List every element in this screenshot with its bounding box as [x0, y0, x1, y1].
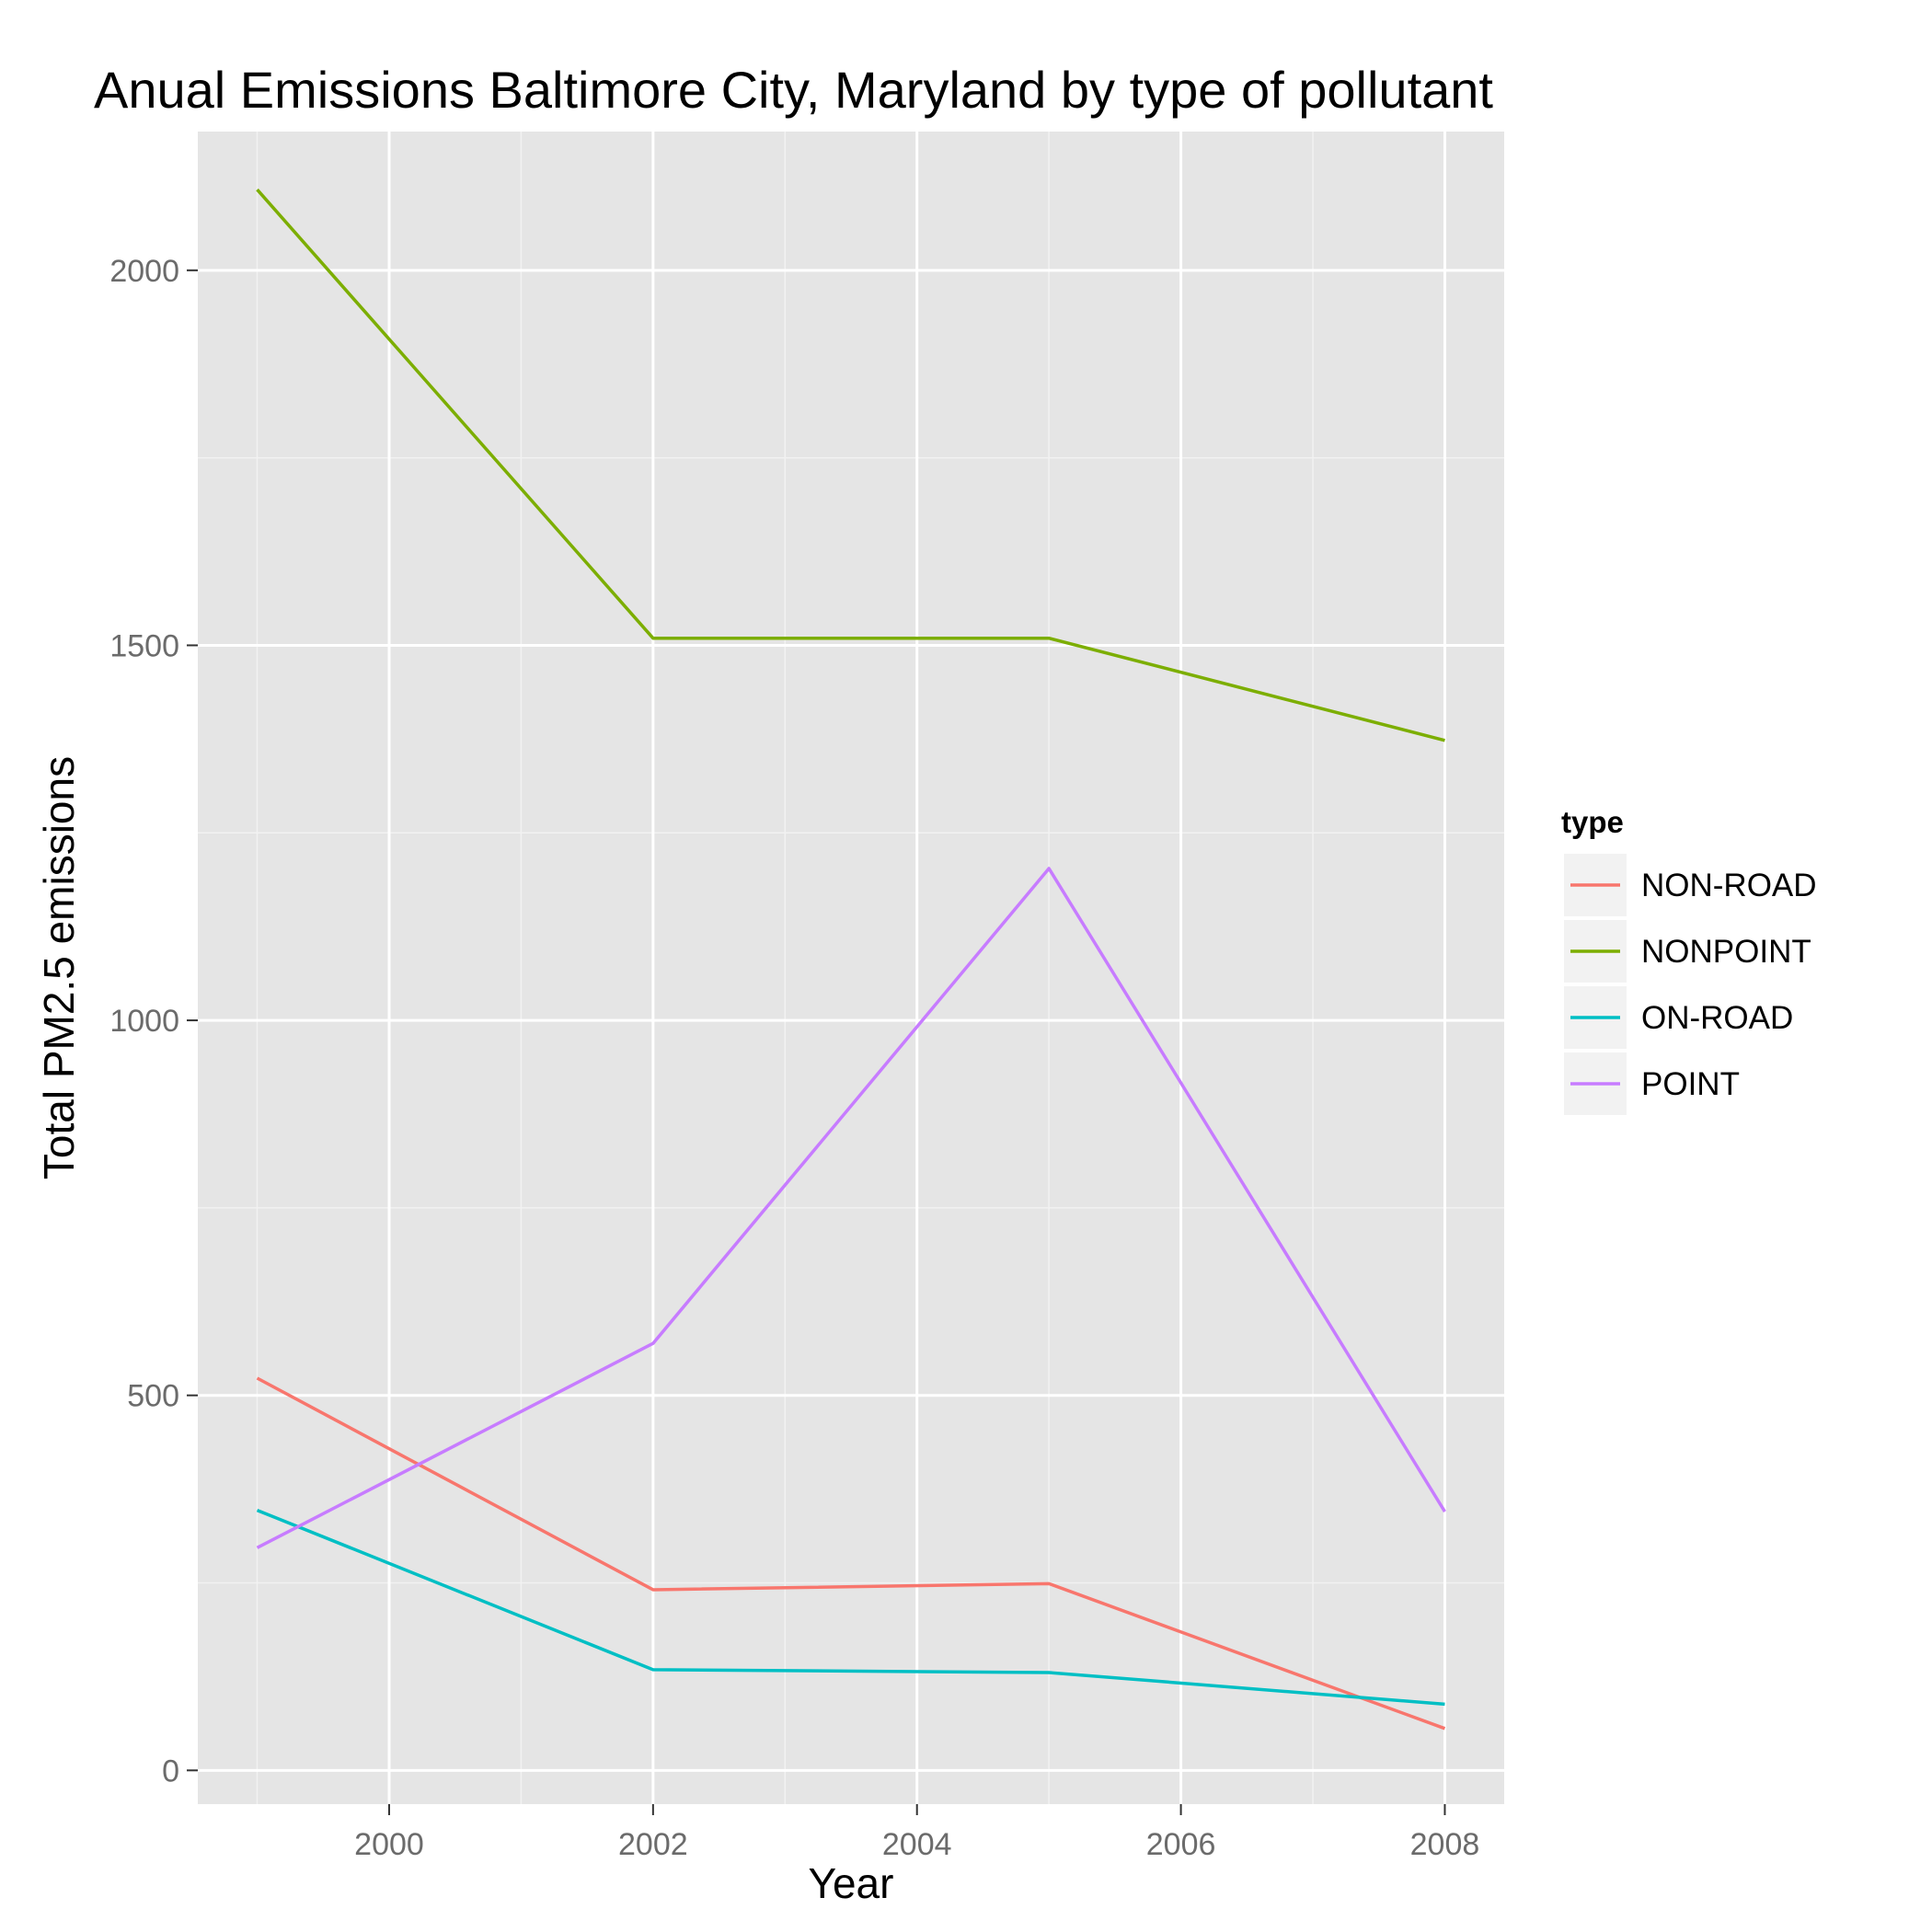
series-line-on-road	[256, 1508, 1445, 1707]
major-gridlines	[198, 132, 1504, 1804]
y-tick-label: 0	[162, 1754, 179, 1788]
x-axis-title: Year	[809, 1859, 894, 1907]
legend-label: ON-ROAD	[1641, 1000, 1793, 1036]
y-axis-title: Total PM2.5 emissions	[35, 756, 83, 1179]
x-axis-ticks: 2000 2002 2004 2006 2008	[354, 1804, 1479, 1862]
data-series	[256, 188, 1446, 1731]
legend-label: POINT	[1641, 1066, 1740, 1102]
legend-title: type	[1561, 805, 1624, 839]
x-tick-label: 2002	[618, 1827, 688, 1862]
x-tick-label: 2004	[882, 1827, 952, 1862]
chart-title: Anual Emissions Baltimore City, Maryland…	[94, 61, 1493, 119]
y-tick-label: 2000	[109, 254, 179, 289]
legend-label: NONPOINT	[1641, 934, 1811, 970]
series-line-point	[256, 867, 1446, 1549]
plot-panel	[198, 132, 1504, 1804]
x-tick-label: 2008	[1410, 1827, 1480, 1862]
y-tick-label: 1500	[109, 628, 179, 663]
legend: type NON-ROAD NONPOINT ON-ROAD POINT	[1561, 805, 1817, 1115]
y-tick-label: 1000	[109, 1004, 179, 1039]
legend-label: NON-ROAD	[1641, 868, 1817, 903]
y-tick-label: 500	[127, 1379, 179, 1414]
series-line-nonpoint	[256, 188, 1445, 742]
x-tick-label: 2000	[354, 1827, 424, 1862]
minor-gridlines	[198, 132, 1504, 1804]
series-line-non-road	[256, 1376, 1446, 1731]
x-tick-label: 2006	[1146, 1827, 1216, 1862]
y-axis-ticks: 0 500 1000 1500 2000	[109, 254, 198, 1788]
